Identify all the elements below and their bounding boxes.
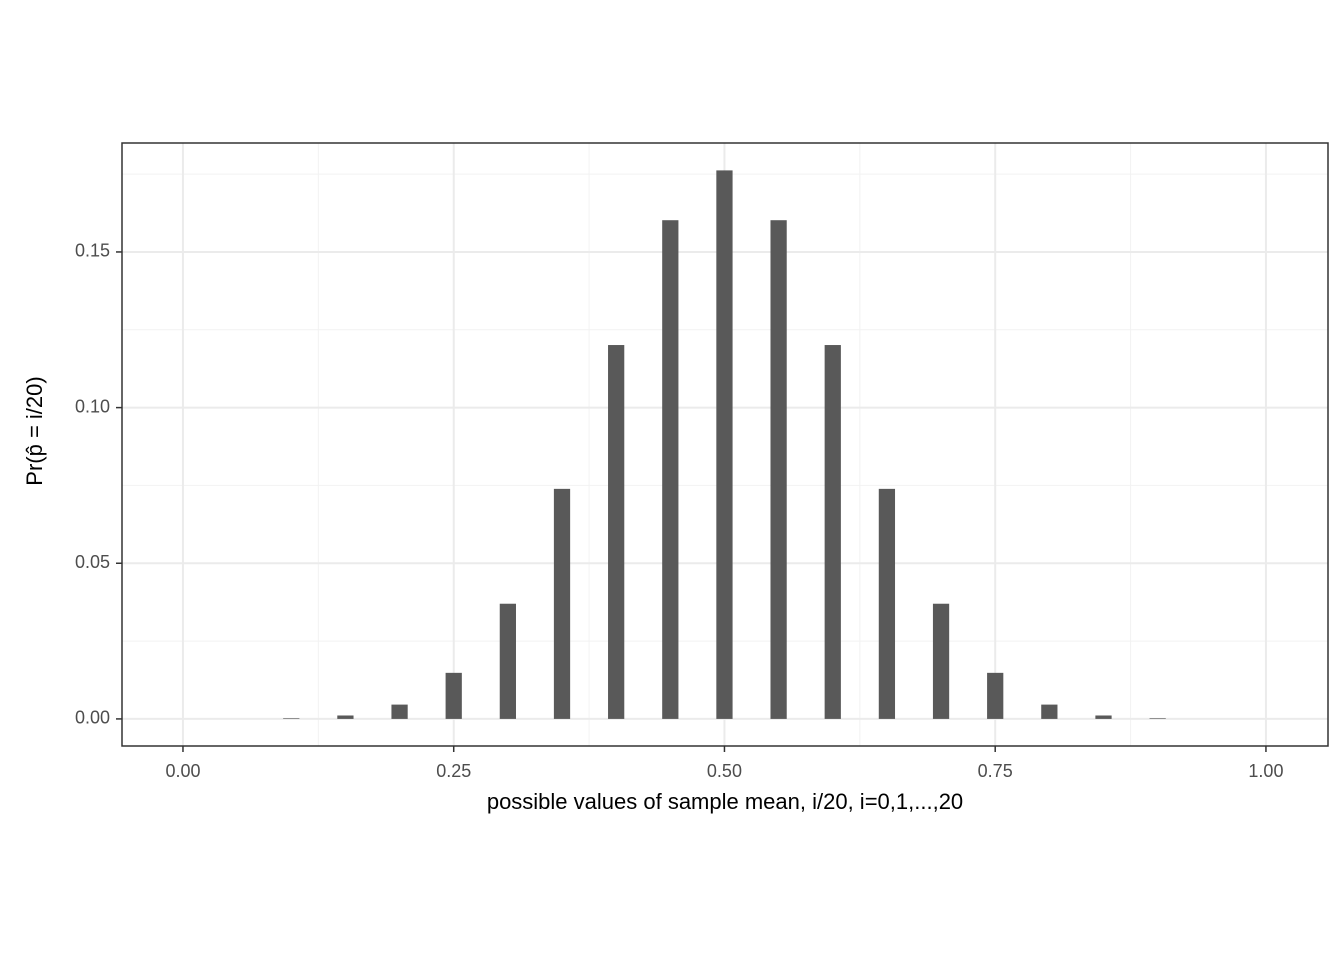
y-tick-label: 0.10 bbox=[75, 396, 110, 416]
bar bbox=[445, 672, 462, 719]
bar bbox=[662, 220, 679, 719]
panel-border bbox=[121, 142, 1329, 747]
bar bbox=[1095, 715, 1112, 719]
x-tick-label: 0.25 bbox=[436, 761, 471, 781]
bar bbox=[716, 170, 733, 719]
bar bbox=[932, 603, 950, 719]
y-tick-label: 0.05 bbox=[75, 552, 110, 572]
bar bbox=[1149, 718, 1166, 719]
x-tick-label: 0.50 bbox=[707, 761, 742, 781]
bar bbox=[391, 704, 408, 719]
y-axis-title: Pr(p̂ = i/20) bbox=[22, 376, 47, 485]
bar bbox=[987, 672, 1004, 719]
bar bbox=[608, 345, 625, 719]
y-tick-label: 0.15 bbox=[75, 241, 110, 261]
bar bbox=[1041, 704, 1058, 719]
x-axis-title: possible values of sample mean, i/20, i=… bbox=[487, 789, 963, 814]
y-tick-label: 0.00 bbox=[75, 708, 110, 728]
bar bbox=[824, 345, 841, 719]
x-tick-label: 0.00 bbox=[165, 761, 200, 781]
bar bbox=[499, 603, 516, 719]
plot-area bbox=[122, 143, 1328, 746]
bar bbox=[878, 488, 896, 719]
bar bbox=[283, 718, 300, 719]
x-tick-label: 0.75 bbox=[978, 761, 1013, 781]
bar bbox=[770, 220, 787, 719]
bar bbox=[553, 488, 571, 719]
x-tick-label: 1.00 bbox=[1248, 761, 1283, 781]
bar bbox=[337, 715, 354, 719]
